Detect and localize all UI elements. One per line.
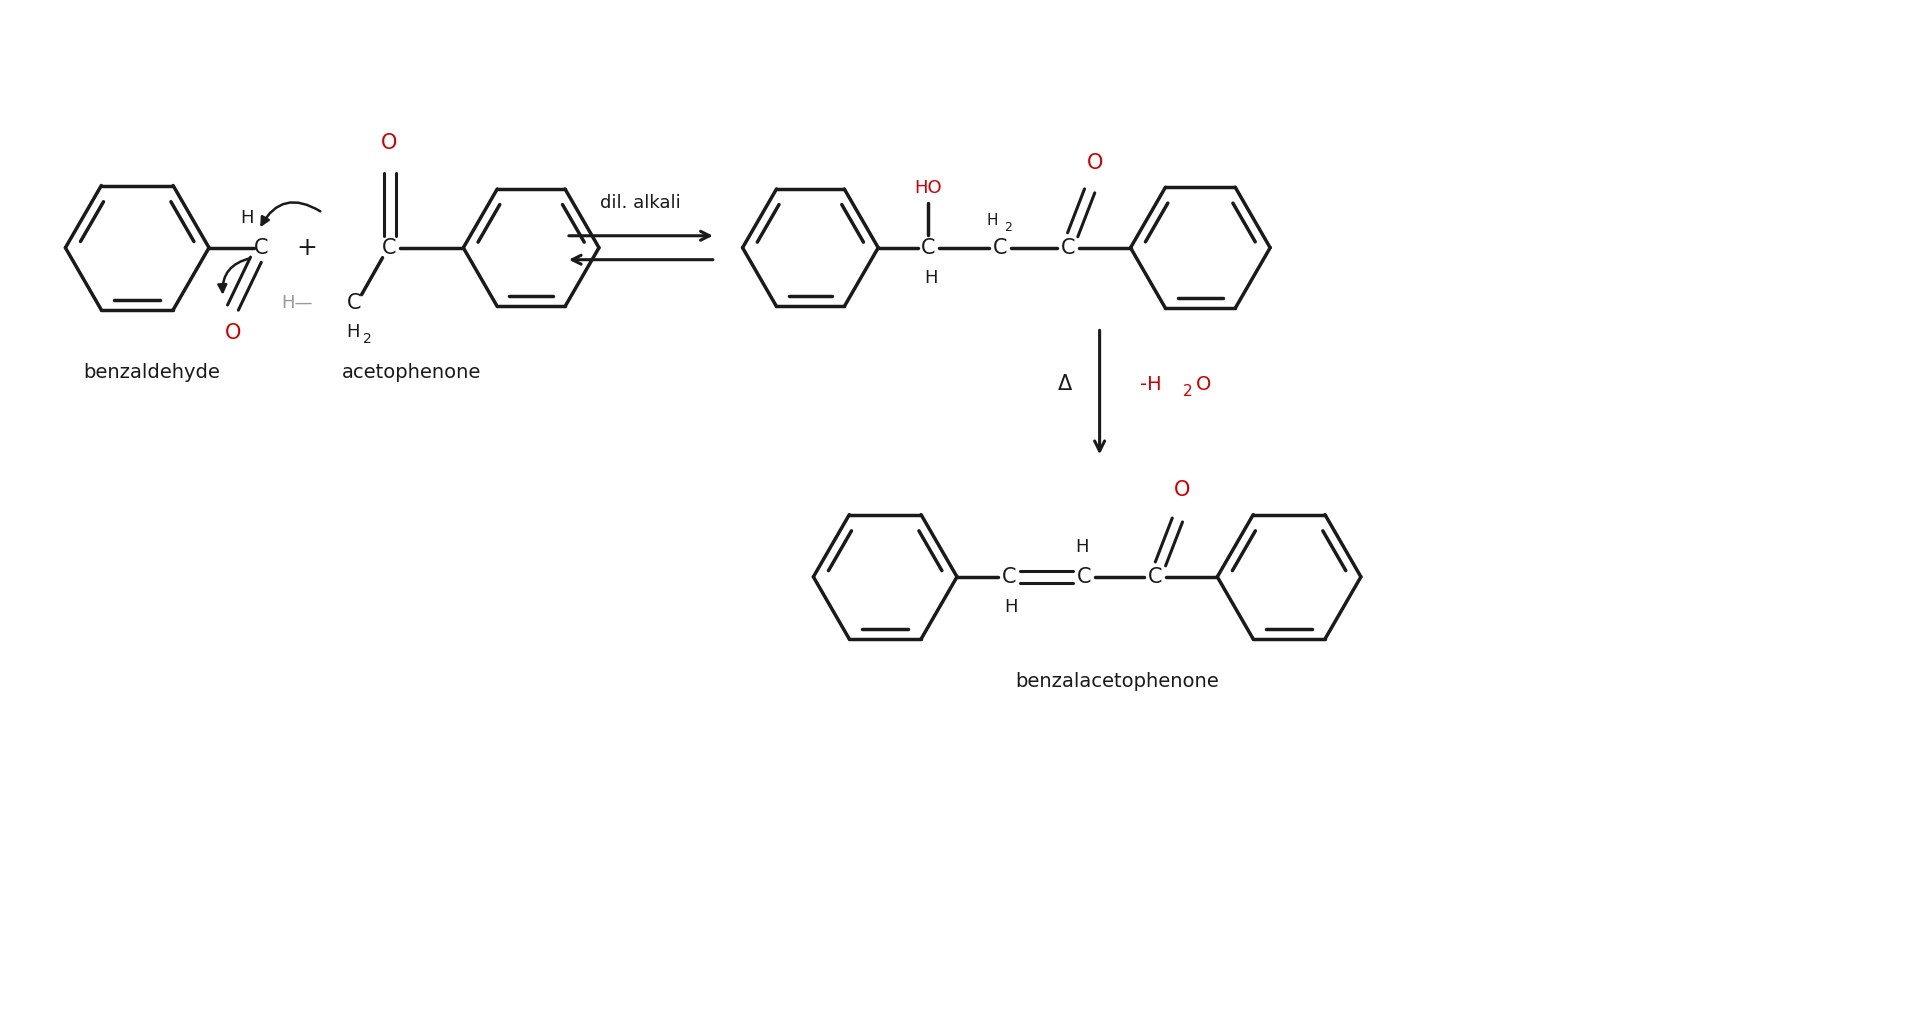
Text: C: C (922, 237, 935, 258)
Text: benzalacetophenone: benzalacetophenone (1015, 672, 1220, 691)
Text: H: H (1004, 598, 1017, 616)
Text: C: C (254, 237, 268, 258)
Text: H: H (346, 323, 359, 342)
Text: C: C (348, 293, 361, 313)
FancyArrowPatch shape (262, 202, 321, 225)
Text: H: H (241, 208, 254, 227)
Text: C: C (1061, 237, 1075, 258)
Text: acetophenone: acetophenone (342, 363, 482, 382)
Text: C: C (1002, 567, 1015, 587)
Text: H—: H— (281, 293, 312, 312)
Text: O: O (1197, 375, 1212, 394)
Text: O: O (226, 323, 241, 344)
Text: 2: 2 (1004, 221, 1011, 234)
Text: C: C (1076, 567, 1092, 587)
Text: benzaldehyde: benzaldehyde (84, 363, 220, 382)
Text: 2: 2 (363, 332, 373, 347)
Text: C: C (382, 237, 398, 258)
Text: +: + (296, 235, 317, 260)
Text: H: H (1075, 538, 1088, 556)
Text: C: C (992, 237, 1008, 258)
Text: -H: -H (1140, 375, 1161, 394)
Text: dil. alkali: dil. alkali (600, 194, 681, 212)
FancyArrowPatch shape (218, 258, 250, 292)
Text: O: O (380, 133, 398, 153)
Text: 2: 2 (1182, 384, 1191, 398)
Text: O: O (1174, 480, 1191, 501)
Text: C: C (1149, 567, 1162, 587)
Text: HO: HO (914, 179, 943, 197)
Text: H: H (987, 214, 998, 228)
Text: H: H (923, 268, 937, 287)
Text: O: O (1086, 153, 1103, 173)
Text: Δ: Δ (1057, 375, 1073, 394)
